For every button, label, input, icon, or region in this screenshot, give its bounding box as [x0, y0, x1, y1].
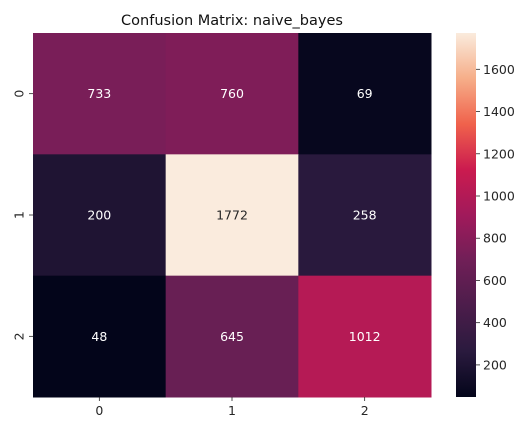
colorbar — [456, 33, 476, 397]
cell-value-label: 760 — [220, 86, 244, 101]
x-tick-label: 0 — [95, 403, 103, 418]
cell-value-label: 733 — [87, 86, 111, 101]
cell-value-label: 69 — [357, 86, 373, 101]
colorbar-tick-label: 1400 — [483, 104, 515, 119]
x-axis-ticks: 0 1 2 — [95, 397, 369, 418]
heatmap-cell — [298, 154, 432, 277]
colorbar-tick-label: 600 — [483, 273, 507, 288]
colorbar-tick-label: 800 — [483, 231, 507, 246]
y-axis-ticks: 0 1 2 — [12, 90, 33, 340]
cell-value-label: 1772 — [216, 208, 248, 223]
heatmap-cell — [33, 154, 167, 277]
colorbar-tick-label: 400 — [483, 315, 507, 330]
y-tick-label: 2 — [12, 332, 27, 340]
cell-value-label: 645 — [220, 329, 244, 344]
heatmap-cell — [298, 33, 432, 155]
cell-value-label: 258 — [353, 208, 377, 223]
heatmap-cells: 733 760 69 200 1772 258 48 645 1012 — [33, 33, 432, 398]
colorbar-tick-label: 1600 — [483, 62, 515, 77]
colorbar-ticks: 200 400 600 800 1000 1200 1400 1600 — [476, 62, 515, 372]
heatmap-cell — [33, 275, 167, 398]
cell-value-label: 200 — [87, 208, 111, 223]
chart-title: Confusion Matrix: naive_bayes — [121, 13, 343, 29]
heatmap-cell — [165, 33, 299, 155]
x-tick-label: 2 — [361, 403, 369, 418]
y-tick-label: 1 — [12, 211, 27, 219]
y-tick-label: 0 — [12, 90, 27, 98]
cell-value-label: 48 — [91, 329, 107, 344]
colorbar-tick-label: 1200 — [483, 146, 515, 161]
heatmap-cell — [165, 275, 299, 398]
colorbar-tick-label: 200 — [483, 357, 507, 372]
heatmap-cell — [298, 275, 432, 398]
x-tick-label: 1 — [228, 403, 236, 418]
heatmap-cell — [165, 154, 299, 277]
colorbar-tick-label: 1000 — [483, 188, 515, 203]
cell-value-label: 1012 — [349, 329, 381, 344]
heatmap-cell — [33, 33, 167, 155]
